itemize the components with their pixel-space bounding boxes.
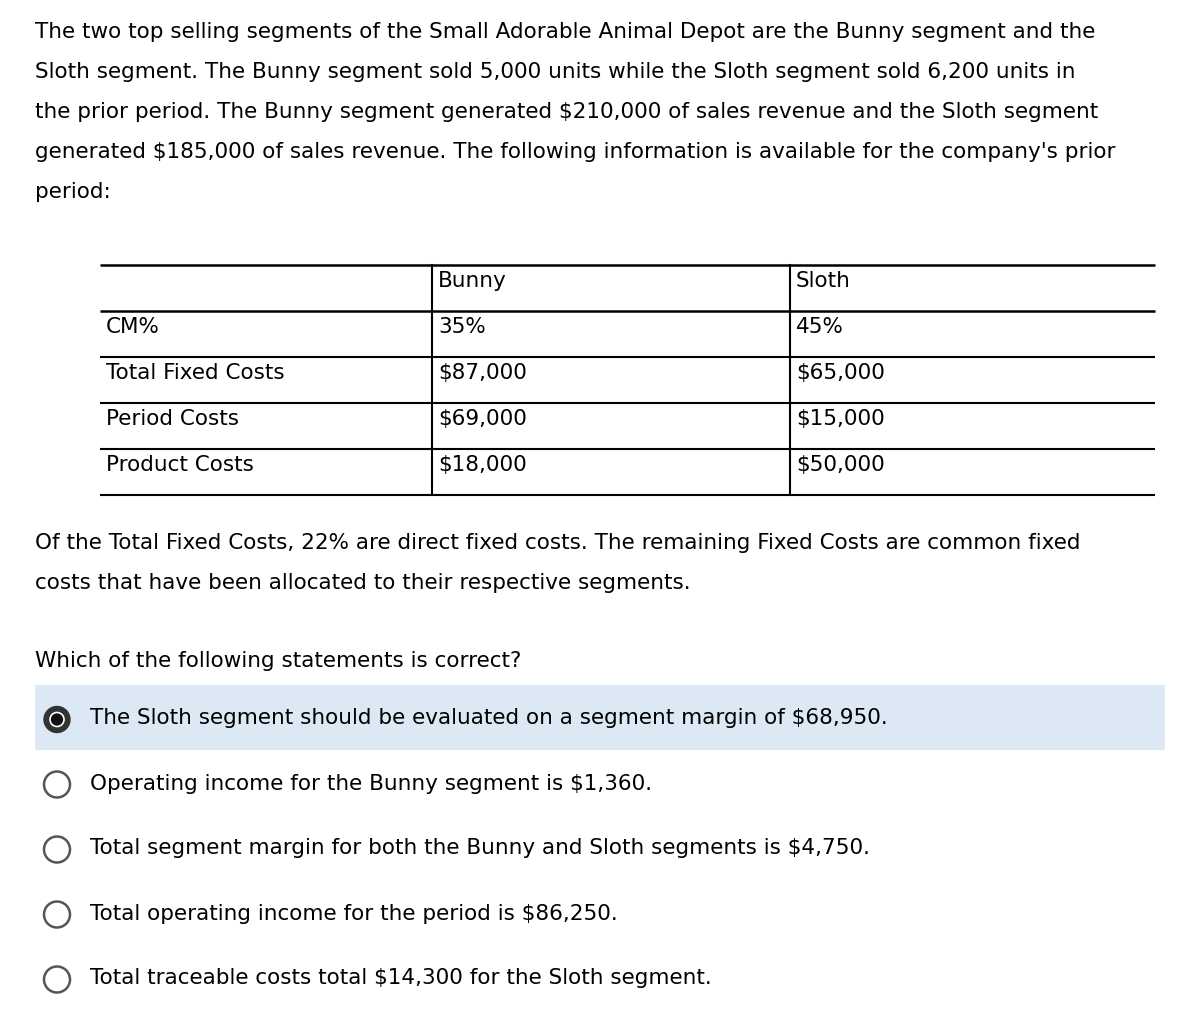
Text: Bunny: Bunny [438, 271, 506, 291]
Circle shape [52, 714, 62, 725]
Text: Of the Total Fixed Costs, 22% are direct fixed costs. The remaining Fixed Costs : Of the Total Fixed Costs, 22% are direct… [35, 533, 1080, 553]
Text: Sloth segment. The Bunny segment sold 5,000 units while the Sloth segment sold 6: Sloth segment. The Bunny segment sold 5,… [35, 62, 1075, 82]
Text: Total segment margin for both the Bunny and Sloth segments is $4,750.: Total segment margin for both the Bunny … [90, 839, 870, 859]
Text: $87,000: $87,000 [438, 363, 527, 383]
Text: 45%: 45% [796, 317, 844, 337]
Text: The Sloth segment should be evaluated on a segment margin of $68,950.: The Sloth segment should be evaluated on… [90, 709, 888, 728]
Text: Which of the following statements is correct?: Which of the following statements is cor… [35, 651, 521, 671]
Text: $15,000: $15,000 [796, 409, 884, 429]
Text: Total Fixed Costs: Total Fixed Costs [106, 363, 284, 383]
Circle shape [50, 713, 64, 727]
Text: the prior period. The Bunny segment generated $210,000 of sales revenue and the : the prior period. The Bunny segment gene… [35, 102, 1098, 122]
Text: Operating income for the Bunny segment is $1,360.: Operating income for the Bunny segment i… [90, 774, 652, 794]
Text: CM%: CM% [106, 317, 160, 337]
Text: Sloth: Sloth [796, 271, 851, 291]
Text: Total traceable costs total $14,300 for the Sloth segment.: Total traceable costs total $14,300 for … [90, 968, 712, 989]
Text: $69,000: $69,000 [438, 409, 527, 429]
Text: Total operating income for the period is $86,250.: Total operating income for the period is… [90, 903, 618, 924]
Text: $18,000: $18,000 [438, 455, 527, 475]
Text: $50,000: $50,000 [796, 455, 884, 475]
Text: $65,000: $65,000 [796, 363, 884, 383]
Text: Period Costs: Period Costs [106, 409, 239, 429]
Text: Product Costs: Product Costs [106, 455, 254, 475]
Text: The two top selling segments of the Small Adorable Animal Depot are the Bunny se: The two top selling segments of the Smal… [35, 22, 1096, 42]
Circle shape [44, 707, 70, 732]
Text: generated $185,000 of sales revenue. The following information is available for : generated $185,000 of sales revenue. The… [35, 142, 1116, 162]
Text: 35%: 35% [438, 317, 486, 337]
Text: costs that have been allocated to their respective segments.: costs that have been allocated to their … [35, 573, 691, 593]
Text: period:: period: [35, 182, 110, 202]
Bar [35, 685, 1165, 750]
